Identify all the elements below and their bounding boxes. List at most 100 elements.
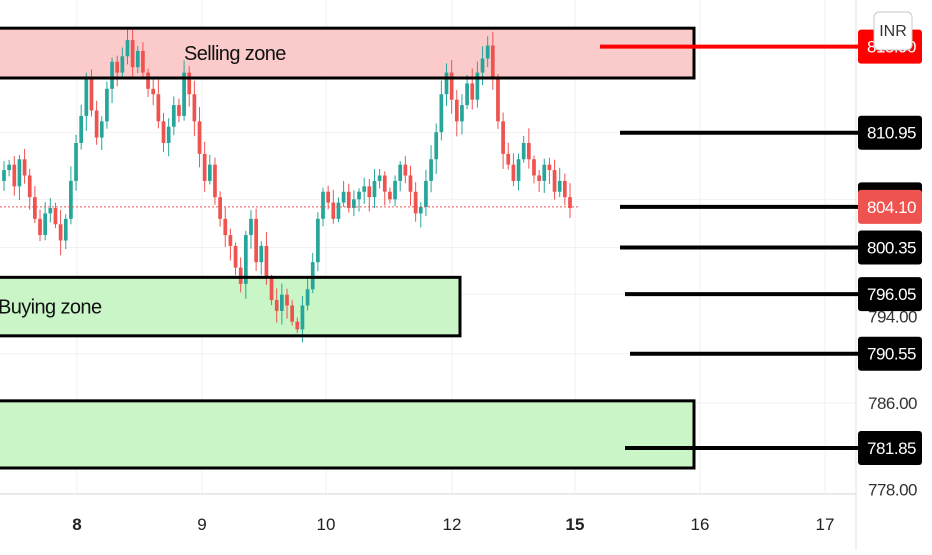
candle — [429, 145, 433, 193]
candle-body — [331, 202, 336, 219]
candle-body — [218, 197, 222, 219]
currency-button[interactable]: INR — [873, 11, 913, 51]
candle-body — [249, 218, 253, 236]
candle-body — [233, 245, 238, 268]
candle — [398, 161, 403, 192]
candle-body — [33, 197, 37, 219]
candle — [563, 173, 567, 206]
candle-body — [367, 186, 372, 198]
candle — [135, 46, 140, 74]
candle — [506, 142, 511, 170]
candle-body — [213, 164, 217, 198]
candle-body — [69, 180, 73, 219]
candle-body — [480, 58, 485, 73]
currency-button-label[interactable]: INR — [879, 23, 907, 40]
candle — [110, 57, 114, 104]
candle-body — [408, 175, 413, 192]
candle — [202, 141, 207, 192]
candle-body — [269, 278, 274, 301]
candle — [403, 156, 408, 184]
candle — [465, 74, 469, 110]
candle-body — [2, 170, 6, 181]
candle — [341, 181, 346, 207]
candle — [485, 36, 490, 68]
candle — [2, 160, 6, 191]
candle — [207, 154, 212, 185]
candle — [94, 100, 99, 145]
candle-body — [382, 175, 387, 192]
candle-body — [99, 121, 104, 138]
time-tick-label[interactable]: 15 — [566, 515, 585, 534]
candle-body — [259, 245, 264, 263]
time-tick-label[interactable]: 12 — [443, 515, 462, 534]
currency-button-frame[interactable] — [873, 11, 913, 51]
candle-body — [285, 294, 289, 306]
candle-body — [316, 218, 320, 263]
candle — [58, 209, 63, 256]
time-tick-label[interactable]: 16 — [691, 515, 710, 534]
candle-body — [310, 262, 315, 290]
candle-body — [197, 121, 202, 154]
candle — [238, 257, 243, 293]
selling-zone-fill — [0, 28, 694, 79]
candle — [444, 63, 449, 106]
candle — [377, 169, 382, 189]
candle — [218, 191, 222, 227]
price-axis[interactable]: 818.90810.95804.80800.35796.05794.00790.… — [868, 38, 918, 500]
price-tick-label[interactable]: 794.00 — [868, 307, 918, 326]
candle — [171, 96, 176, 136]
candle — [125, 29, 130, 65]
candle-body — [89, 78, 94, 111]
candle-body — [120, 56, 125, 73]
time-tick-label[interactable]: 10 — [317, 515, 336, 534]
candle — [295, 317, 300, 333]
candle — [192, 80, 197, 137]
candle — [249, 210, 253, 249]
candle-body — [460, 105, 464, 122]
candle-body — [424, 180, 428, 207]
price-tick-label[interactable]: 778.00 — [868, 481, 918, 500]
candle-body — [295, 321, 300, 330]
candle — [259, 241, 264, 275]
time-axis[interactable]: 8 9 10 12 15 16 17 — [72, 515, 834, 534]
candle-body — [166, 126, 171, 143]
candle-body — [84, 78, 89, 116]
candle — [17, 155, 22, 201]
price-tag-label: 800.35 — [867, 239, 916, 258]
price-tick-label[interactable]: 786.00 — [868, 394, 918, 413]
candle-body — [156, 94, 161, 122]
time-tick-label[interactable]: 17 — [816, 515, 835, 534]
candle-body — [202, 153, 207, 181]
candle-body — [388, 191, 392, 200]
time-tick-label[interactable]: 8 — [72, 515, 81, 534]
candle — [79, 104, 84, 150]
candle-body — [526, 143, 531, 160]
candle-body — [542, 164, 547, 181]
candle-body — [501, 121, 505, 154]
candle-body — [532, 159, 536, 176]
candle-body — [490, 45, 495, 78]
candle — [413, 182, 418, 222]
time-tick-label[interactable]: 9 — [197, 515, 206, 534]
candle-body — [326, 191, 331, 203]
price-tag: 800.35 — [858, 230, 922, 265]
candle-body — [475, 72, 480, 100]
candle — [269, 274, 274, 306]
candle-body — [506, 153, 511, 165]
candle-body — [228, 235, 233, 246]
candle-body — [161, 121, 166, 143]
candle-body — [254, 218, 258, 263]
selling-zone-border — [0, 26, 696, 80]
candle — [470, 68, 475, 110]
candle-body — [398, 164, 403, 181]
candle — [434, 123, 439, 175]
buying-zone-fill — [0, 277, 460, 336]
candle — [372, 169, 377, 209]
candle-body — [94, 110, 99, 138]
candle-body — [63, 218, 68, 241]
candle — [197, 107, 202, 168]
candle — [115, 55, 120, 87]
candle — [105, 81, 109, 129]
